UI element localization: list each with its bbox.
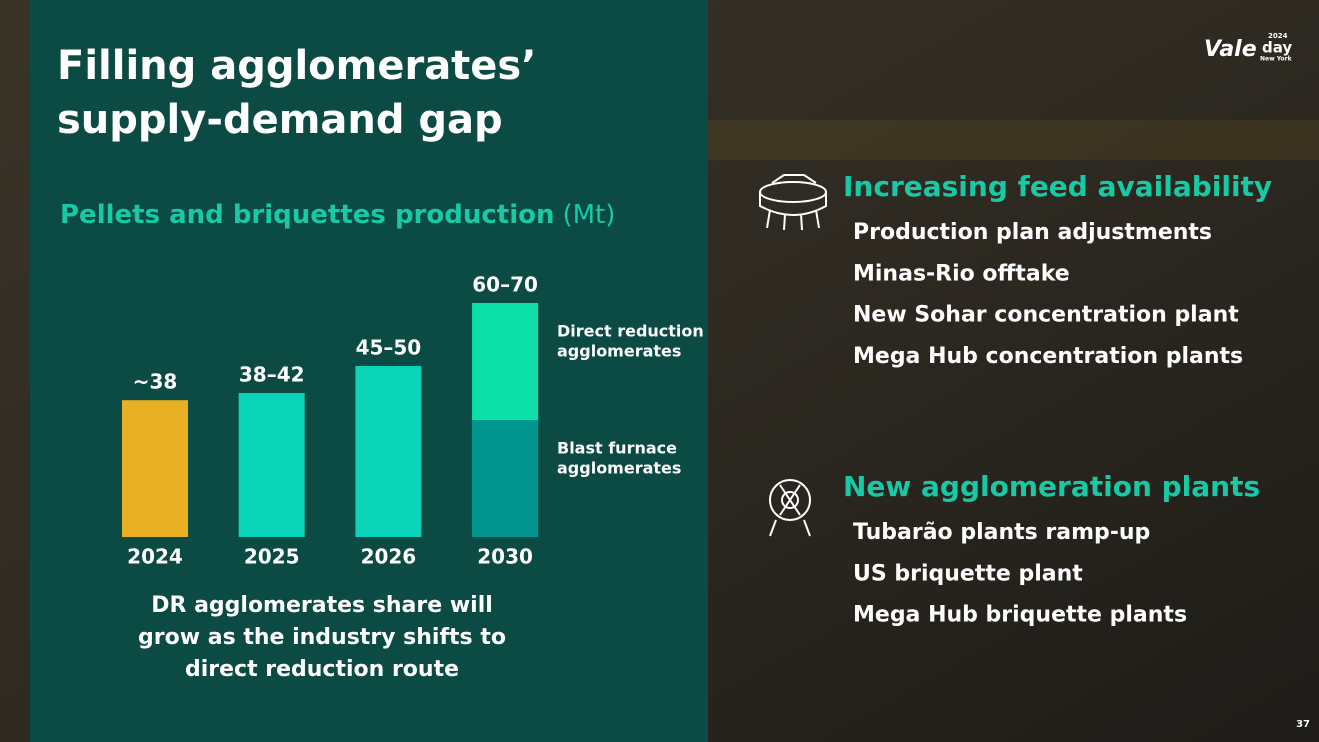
logo: Vale day 2024 New York (1204, 32, 1293, 63)
legend-line: agglomerates (557, 458, 681, 477)
section-heading: Increasing feed availability (843, 170, 1272, 203)
legend-line: agglomerates (557, 341, 681, 360)
value-label: 38–42 (239, 363, 305, 387)
bar-segment (472, 420, 539, 537)
legend-label: Direct reduction agglomerates (557, 321, 704, 360)
section-heading: New agglomeration plants (843, 470, 1260, 503)
bullet-item: Minas-Rio offtake (853, 261, 1070, 286)
icon-plant (759, 174, 827, 231)
logo-brand: Vale (1204, 37, 1257, 62)
page-number: 37 (1296, 719, 1310, 730)
bar (238, 393, 305, 537)
x-tick-label: 2026 (361, 545, 417, 569)
logo-word: day (1262, 39, 1292, 57)
background-detail (708, 120, 1319, 160)
value-label: ~38 (133, 370, 178, 394)
value-label: 45–50 (356, 336, 422, 360)
bullet-item: New Sohar concentration plant (853, 303, 1239, 328)
right-panel: Increasing feed availability Production p… (843, 170, 1272, 628)
bullet-item: US briquette plant (853, 561, 1083, 586)
logo-place: New York (1260, 56, 1293, 63)
unit: (Mt) (562, 200, 615, 230)
logo-year: 2024 (1268, 32, 1288, 40)
icon-drum (769, 479, 811, 537)
annotation-part: DR agglomerates share will (151, 593, 493, 618)
x-tick-label: 2030 (477, 545, 533, 569)
bullet-item: Mega Hub briquette plants (853, 603, 1187, 628)
title-part: Filling agglomerates’ (57, 43, 536, 89)
title-line: Filling agglomerates’ (57, 43, 536, 89)
bar-segment (472, 303, 539, 420)
bullet-item: Production plan adjustments (853, 220, 1212, 245)
bullet-item: Tubarão plants ramp-up (853, 520, 1150, 545)
legend-line: Direct reduction (557, 321, 704, 340)
x-tick-label: 2024 (127, 545, 183, 569)
legend-line: Blast furnace (557, 438, 677, 457)
subtitle-text: Pellets and briquettes production (60, 200, 554, 230)
bar (355, 366, 422, 537)
x-tick-label: 2025 (244, 545, 300, 569)
value-label: 60–70 (472, 273, 538, 297)
chart-subtitle: Pellets and briquettes production (Mt) (60, 200, 615, 230)
annotation-part: direct reduction route (185, 657, 459, 682)
chart: ~38 2024 38–42 2025 45–50 2026 60–70 2030 Blast … (122, 273, 704, 569)
title-part: supply-demand gap (57, 97, 503, 143)
annotation-part: grow as the industry shifts to (138, 625, 506, 650)
bar (122, 400, 188, 537)
bullet-item: Mega Hub concentration plants (853, 344, 1243, 369)
title-line: supply-demand gap (57, 97, 503, 143)
annotation: DR agglomerates share will grow as the in… (138, 593, 506, 682)
legend-label: Blast furnace agglomerates (557, 438, 681, 477)
